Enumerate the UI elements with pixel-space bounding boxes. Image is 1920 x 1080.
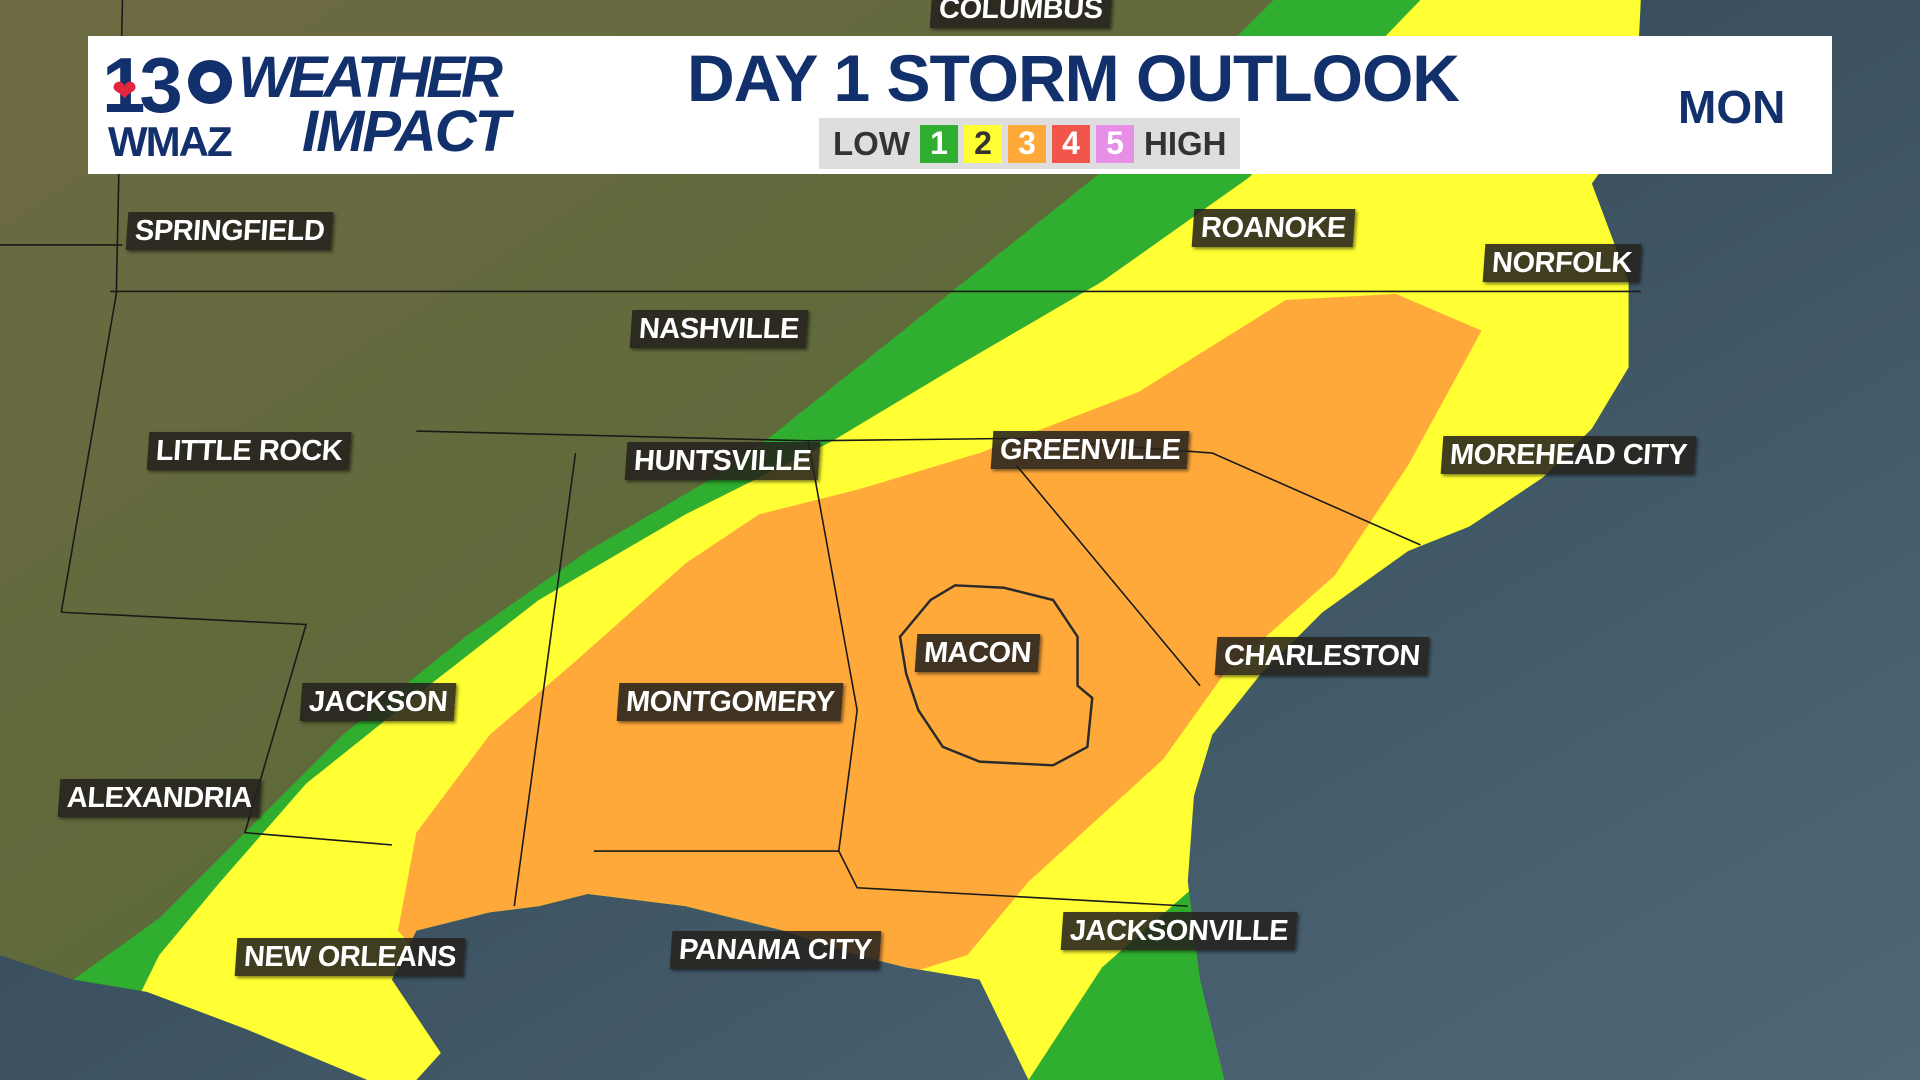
city-label: MACON [914,634,1041,672]
city-label: HUNTSVILLE [624,442,821,480]
city-label: PANAMA CITY [669,931,882,969]
city-label: NASHVILLE [629,310,809,348]
city-label: COLUMBUS [929,0,1112,28]
legend-level: 1 [919,124,958,163]
city-label: JACKSONVILLE [1060,912,1298,950]
logo-brand: IMPACT [302,99,510,164]
city-label: CHARLESTON [1214,637,1430,675]
legend-level: 5 [1095,124,1134,163]
header-banner: 13 ❤ WMAZ WEATHER IMPACT DAY 1 STORM OUT… [88,36,1832,174]
city-label: MOREHEAD CITY [1440,436,1697,474]
legend-high: HIGH [1143,124,1227,162]
logo-brand: WEATHER [238,45,503,110]
logo-number: 13 [102,41,183,129]
city-label: ROANOKE [1191,209,1356,247]
title: DAY 1 STORM OUTLOOK [687,41,1460,115]
legend-level: 3 [1007,124,1046,163]
city-label: NEW ORLEANS [234,938,466,976]
logo-station: WMAZ [108,118,233,165]
legend-level: 2 [963,124,1002,163]
city-label: SPRINGFIELD [125,212,334,250]
city-label: LITTLE ROCK [146,432,352,470]
city-label: MONTGOMERY [616,683,844,721]
city-label: ALEXANDRIA [57,779,262,817]
county-outline [898,584,1094,767]
city-label: GREENVILLE [990,431,1190,469]
logo-heart: ❤ [112,75,138,108]
legend-low: LOW [833,124,910,162]
city-label: JACKSON [299,683,457,721]
legend-level: 4 [1051,124,1090,163]
day: MON [1678,81,1786,133]
logo-eye [188,60,232,104]
city-label: NORFOLK [1482,244,1642,282]
